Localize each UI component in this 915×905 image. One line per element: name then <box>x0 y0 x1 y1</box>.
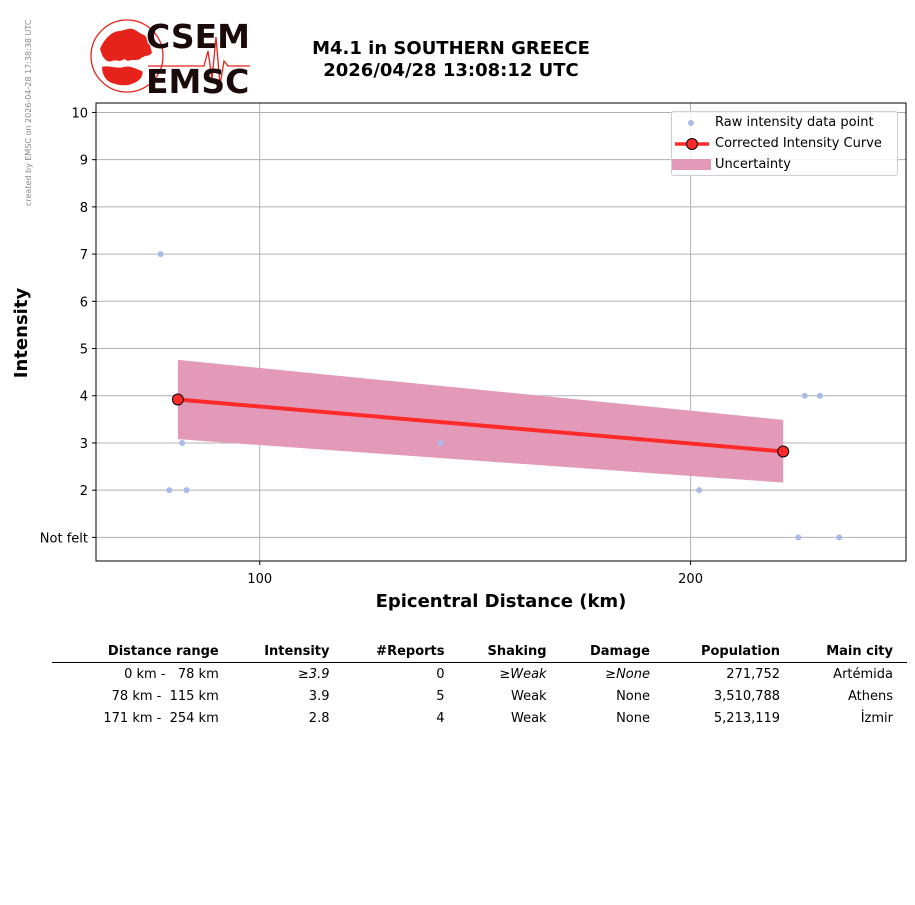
table-row: 0 km - 78 km ≥3.9 0 ≥Weak ≥None 271,752 Artémi… <box>52 663 907 686</box>
legend-label-curve: Corrected Intensity Curve <box>715 136 882 151</box>
raw-point-6 <box>795 534 802 541</box>
uncertainty-area <box>177 359 784 483</box>
legend-raw-marker <box>688 120 694 126</box>
legend-label-uncertainty: Uncertainty <box>715 157 791 172</box>
y-tick-label-4: 5 <box>80 343 88 358</box>
table-cell: None <box>616 689 650 704</box>
table-header-row: Distance range Intensity #Reports Shaking Da… <box>52 643 907 663</box>
table-cell: ≥None <box>605 667 650 682</box>
legend-entry-raw: Raw intensity data point <box>672 113 897 133</box>
table-cell: Athens <box>847 689 893 704</box>
watermark-text: created by EMSC on 2026-04-28 17:38:38 U… <box>24 19 33 206</box>
table-header-3: Shaking <box>458 643 561 663</box>
x-axis-label: Epicentral Distance (km) <box>376 591 627 612</box>
table-cell: 0 <box>436 667 445 682</box>
table-header-1: Intensity <box>232 643 344 663</box>
table-cell: 78 km - 115 km <box>111 689 219 704</box>
y-tick-label-2: 3 <box>80 437 88 452</box>
table-header-6: Main city <box>794 643 907 663</box>
raw-point-5 <box>696 487 703 494</box>
raw-point-3 <box>183 487 190 494</box>
table-cell: İzmir <box>860 711 893 726</box>
table-cell: 0 km - 78 km <box>124 667 219 682</box>
raw-point-7 <box>801 392 808 399</box>
table-header-0: Distance range <box>52 643 233 663</box>
legend-curve-marker <box>675 138 709 150</box>
x-tick-label-0: 100 <box>247 572 272 587</box>
curve-point-1 <box>777 445 790 458</box>
logo-seismogram <box>148 36 250 86</box>
plot-frame <box>95 102 907 562</box>
table-cell: 3.9 <box>308 689 330 704</box>
logo-map-shape <box>100 28 152 86</box>
x-ticks: 100 200 <box>247 561 703 587</box>
intensity-chart: 100 200 Not felt 2 3 4 5 6 7 8 9 10 Epicentral Dis… <box>11 102 907 612</box>
table-cell: ≥Weak <box>499 667 547 682</box>
curve-line <box>177 397 784 454</box>
table-cell: 3,510,788 <box>713 689 781 704</box>
table-header-2: #Reports <box>343 643 459 663</box>
curve-point-0 <box>171 393 184 406</box>
uncertainty-band <box>177 359 784 483</box>
raw-point-9 <box>836 534 843 541</box>
y-tick-label-5: 6 <box>80 295 88 310</box>
logo-top-text: CSEM <box>146 17 250 56</box>
raw-point-1 <box>166 487 173 494</box>
y-tick-label-7: 8 <box>80 201 88 216</box>
legend-uncertainty-marker <box>672 159 711 170</box>
raw-point-2 <box>179 439 186 446</box>
chart-title: M4.1 in SOUTHERN GREECE 2026/04/28 13:08… <box>300 38 602 82</box>
logo-globe-icon <box>90 19 164 93</box>
watermark: created by EMSC on 2026-04-28 17:38:38 U… <box>24 19 33 206</box>
table-cell: 4 <box>436 711 445 726</box>
x-tick-label-1: 200 <box>678 572 703 587</box>
y-tick-label-6: 7 <box>80 248 88 263</box>
chart-title-line2: 2026/04/28 13:08:12 UTC <box>323 60 579 81</box>
table-cell: Artémida <box>833 667 893 682</box>
legend-entry-curve: Corrected Intensity Curve <box>672 134 897 154</box>
table-row: 78 km - 115 km 3.9 5 Weak None 3,510,788 Athen… <box>52 685 907 707</box>
table-row: 171 km - 254 km 2.8 4 Weak None 5,213,119 İzmi… <box>52 707 907 729</box>
raw-points <box>157 251 843 541</box>
table-cell: Weak <box>510 711 547 726</box>
raw-point-4 <box>437 439 444 446</box>
y-axis-label: Intensity <box>11 288 32 379</box>
table-cell: 271,752 <box>726 667 781 682</box>
logo-bottom-text: EMSC <box>146 62 249 100</box>
table-header-4: Damage <box>560 643 664 663</box>
y-tick-label-3: 4 <box>80 390 88 405</box>
y-tick-label-1: 2 <box>80 484 88 499</box>
table-cell: 2.8 <box>308 711 330 726</box>
table-cell: 171 km - 254 km <box>103 711 219 726</box>
legend-label-raw: Raw intensity data point <box>715 115 874 130</box>
table-cell: ≥3.9 <box>297 667 330 682</box>
table-cell: 5 <box>436 689 445 704</box>
table-header-5: Population <box>663 643 795 663</box>
intensity-summary-table: Distance range Intensity #Reports Shaking Da… <box>52 643 907 729</box>
chart-legend: Raw intensity data point Corrected Inten… <box>671 111 898 176</box>
raw-point-0 <box>157 251 164 258</box>
y-tick-label-9: 10 <box>71 106 88 121</box>
table-body: 0 km - 78 km ≥3.9 0 ≥Weak ≥None 271,752 Artémi… <box>52 663 907 730</box>
table-cell: 5,213,119 <box>713 711 781 726</box>
chart-title-line1: M4.1 in SOUTHERN GREECE <box>312 38 590 59</box>
y-tick-label-8: 9 <box>80 154 88 169</box>
y-ticks: Not felt 2 3 4 5 6 7 8 9 10 <box>40 106 96 546</box>
legend-entry-uncertainty: Uncertainty <box>672 155 897 175</box>
emsc-logo: CSEM EMSC <box>90 17 250 100</box>
y-tick-label-0: Not felt <box>40 531 88 546</box>
table-cell: Weak <box>510 689 547 704</box>
table-cell: None <box>616 711 650 726</box>
corrected-curve <box>171 393 790 458</box>
raw-point-8 <box>816 392 823 399</box>
